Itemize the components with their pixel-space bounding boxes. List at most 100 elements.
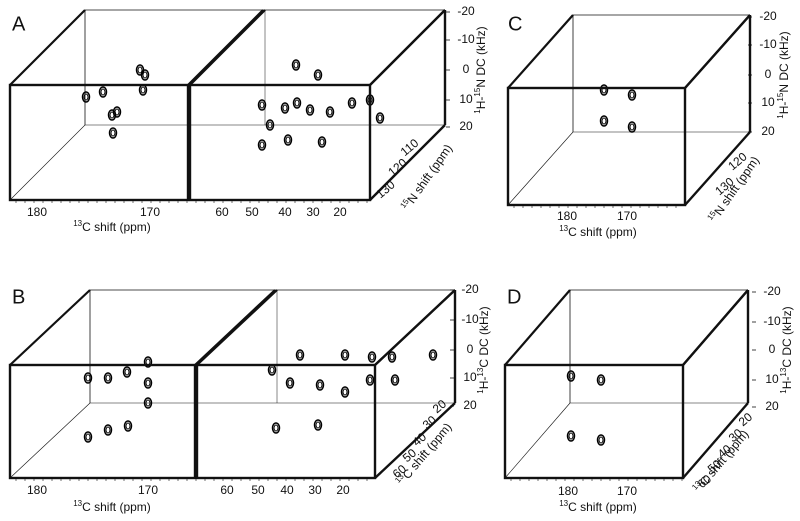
peak-contour — [315, 379, 325, 391]
z-axis-label: 1H-13C DC (kHz) — [779, 306, 794, 393]
x-axis-label-part: C shift (ppm) — [82, 220, 151, 234]
x-tick-label: 20 — [336, 483, 350, 497]
peak-contour — [566, 430, 576, 442]
z-axis-label-part: C DC (kHz) — [477, 306, 491, 367]
peak-contour — [375, 112, 385, 124]
cube-edge — [9, 124, 86, 201]
peak-contour — [143, 377, 153, 389]
z-axis-label-part: H- — [777, 102, 791, 115]
x-tick-label: 40 — [278, 205, 292, 219]
peak-contour — [599, 84, 609, 96]
peak-contour — [295, 349, 305, 361]
z-tick-label: 20 — [459, 119, 473, 133]
peak-contour — [340, 349, 350, 361]
cube-edge — [196, 289, 278, 366]
z-axis-label: 1H-15N DC (kHz) — [776, 31, 791, 118]
x-tick-label: 50 — [245, 205, 259, 219]
x-tick-label: 170 — [617, 209, 637, 223]
z-tick-label: 0 — [463, 62, 470, 76]
x-tick-label: 30 — [306, 205, 320, 219]
z-tick-label: -10 — [461, 312, 479, 326]
peak-contour — [627, 121, 637, 133]
peak-contour — [387, 351, 397, 363]
z-axis-label-part: N DC (kHz) — [474, 26, 488, 87]
peak-contour — [122, 366, 132, 378]
peak-contour — [342, 388, 348, 396]
peak-contour — [292, 97, 302, 109]
x-tick-label: 170 — [138, 483, 158, 497]
peak-contour — [367, 376, 373, 384]
peak-contour — [313, 69, 323, 81]
z-axis-label-part: 13 — [779, 367, 788, 376]
peak-contour — [325, 106, 335, 118]
peak-contour — [307, 106, 313, 114]
x-tick-label: 170 — [617, 484, 637, 498]
depth-tick-label: 130 — [373, 177, 398, 201]
peak-contour — [110, 129, 116, 137]
x-axis-label-part: 13 — [73, 219, 82, 228]
x-axis-label-part: 13 — [559, 224, 568, 233]
cube-edge — [369, 124, 446, 201]
peak-contour — [123, 420, 133, 432]
x-axis-label-part: 13 — [73, 499, 82, 508]
x-tick-label: 180 — [27, 205, 47, 219]
peak-contour — [598, 376, 604, 384]
peak-contour — [137, 66, 143, 74]
z-axis-label-part: 1 — [473, 109, 482, 114]
cube-edge — [504, 289, 571, 366]
peak-contour — [596, 434, 606, 446]
z-axis-label-part: C DC (kHz) — [780, 306, 794, 367]
z-axis-label-part: N DC (kHz) — [777, 31, 791, 92]
cube-front — [506, 86, 687, 207]
x-axis-label-part: 13 — [559, 499, 568, 508]
panel-letter: A — [12, 13, 26, 35]
z-tick-label: 10 — [761, 95, 775, 109]
peak-contour — [599, 115, 609, 127]
z-axis-label-part: 15 — [776, 92, 785, 101]
cube-edge — [374, 402, 456, 479]
depth-tick-label: 20 — [430, 397, 449, 417]
peak-contour — [294, 99, 300, 107]
peak-contour — [100, 88, 106, 96]
x-axis-label: 13C shift (ppm) — [73, 219, 151, 234]
peak-contour — [105, 374, 111, 382]
z-tick-label: 20 — [765, 399, 779, 413]
peak-contour — [85, 433, 91, 441]
cube-edge — [504, 402, 571, 479]
depth-tick-label: 110 — [398, 136, 422, 159]
cube-edge — [684, 14, 751, 89]
peak-contour — [340, 386, 350, 398]
cube-edge — [194, 289, 276, 366]
x-axis-label-part: C shift (ppm) — [82, 500, 151, 514]
peak-contour — [315, 421, 321, 429]
peak-contour — [365, 374, 375, 386]
cube-edge — [187, 9, 264, 86]
cube-edge — [374, 289, 456, 366]
peak-contour — [566, 370, 576, 382]
x-tick-label: 20 — [333, 205, 347, 219]
z-tick-label: 0 — [769, 342, 776, 356]
panel-letter: D — [507, 286, 521, 308]
z-tick-label: 10 — [765, 372, 779, 386]
z-tick-label: 20 — [761, 124, 775, 138]
x-tick-label: 170 — [140, 205, 160, 219]
cube-edge — [189, 9, 266, 86]
peak-contour — [83, 372, 93, 384]
peak-contour — [280, 102, 290, 114]
z-tick-label: -20 — [763, 284, 781, 298]
z-tick-label: -10 — [759, 37, 777, 51]
peak-contour — [271, 422, 281, 434]
peak-contour — [430, 351, 436, 359]
panel-letter: C — [508, 13, 522, 35]
z-axis-label-part: 1 — [776, 114, 785, 119]
peak-contour — [629, 91, 635, 99]
peak-contour — [143, 397, 153, 409]
peak-contour — [317, 381, 323, 389]
depth-axis-label-part: C shift (ppm) — [697, 427, 752, 489]
peak-contour — [367, 351, 377, 363]
peak-contour — [125, 422, 131, 430]
peak-contour — [112, 106, 122, 118]
cube-front — [8, 83, 190, 202]
peak-contour — [629, 123, 635, 131]
